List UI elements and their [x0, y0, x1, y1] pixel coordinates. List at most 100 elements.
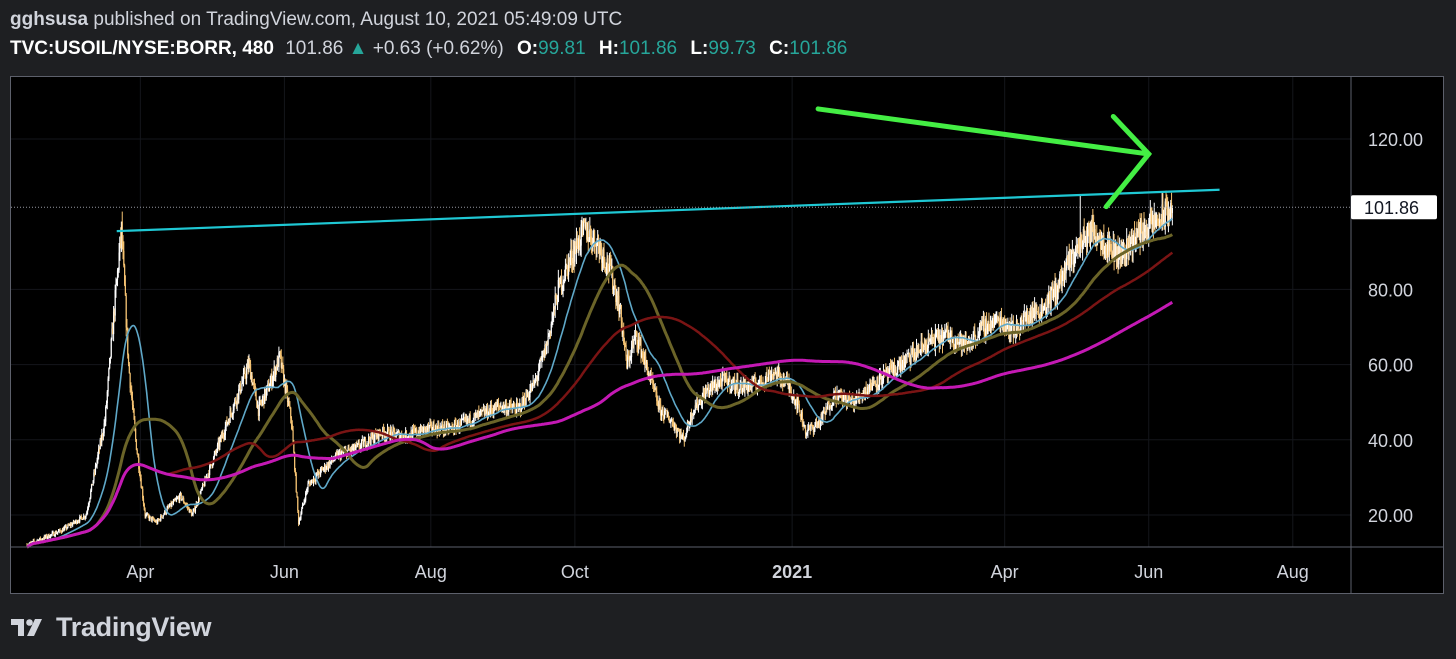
- candle-body: [481, 409, 483, 411]
- candle-body: [841, 395, 844, 402]
- candle-body: [918, 349, 920, 351]
- candle-body: [498, 405, 500, 407]
- candle-body: [294, 452, 296, 471]
- candle-body: [164, 510, 166, 515]
- candle-body: [561, 287, 563, 291]
- candle-body: [214, 450, 216, 455]
- candle-body: [68, 524, 70, 526]
- candle-body: [738, 392, 740, 394]
- candle-body: [907, 352, 909, 354]
- candle-body: [384, 435, 386, 438]
- candle-body: [952, 339, 955, 346]
- candle-body: [307, 483, 309, 490]
- candle-body: [1003, 321, 1005, 325]
- candle-body: [64, 525, 67, 527]
- candle-body: [220, 435, 222, 440]
- candle-body: [1135, 232, 1137, 245]
- candle-body: [280, 355, 282, 368]
- candle-body: [193, 508, 195, 512]
- candle-body: [269, 382, 271, 389]
- candle-body: [951, 330, 953, 343]
- price-chart[interactable]: 20.00 40.00 60.00 80.00 120.00 101.86 Apr Jun Au…: [11, 77, 1443, 593]
- candle-body: [743, 380, 745, 391]
- candle-body: [889, 365, 892, 368]
- candle-body: [391, 432, 393, 438]
- candle-body: [948, 338, 951, 342]
- candle-body: [761, 382, 763, 386]
- candle-body: [440, 427, 442, 429]
- candle-body: [1111, 256, 1114, 260]
- candle-body: [507, 408, 509, 412]
- candle-body: [577, 245, 579, 252]
- candle-body: [869, 379, 871, 388]
- candle-body: [811, 424, 813, 426]
- candle-body: [704, 393, 706, 401]
- candle-body: [1163, 212, 1165, 223]
- candle-body: [893, 362, 895, 373]
- candle-body: [493, 410, 495, 415]
- candle-body: [696, 398, 698, 409]
- candle-body: [456, 422, 459, 427]
- candle-body: [616, 297, 618, 309]
- author-name[interactable]: gghsusa: [10, 9, 89, 30]
- candle-body: [131, 390, 133, 398]
- candle-body: [491, 410, 493, 412]
- candle-body: [64, 526, 66, 529]
- candle-body: [587, 231, 589, 242]
- candle-body: [1137, 231, 1139, 234]
- candle-body: [1010, 325, 1012, 336]
- candle-body: [769, 373, 771, 381]
- candle-body: [848, 394, 850, 397]
- footer-brand: TradingView: [10, 612, 212, 643]
- candle-body: [900, 362, 903, 369]
- candle-body: [317, 471, 319, 475]
- candle-body: [497, 403, 499, 406]
- candle-body: [870, 379, 872, 390]
- candle-body: [135, 428, 137, 440]
- candle-body: [423, 426, 426, 428]
- candle-body: [981, 320, 983, 324]
- candle-body: [262, 396, 264, 400]
- candle-body: [1159, 219, 1161, 223]
- candle-body: [327, 464, 329, 469]
- candle-body: [922, 343, 924, 347]
- candle-body: [495, 403, 497, 411]
- candle-body: [534, 378, 537, 381]
- candle-body: [50, 534, 53, 536]
- candle-body: [172, 501, 175, 504]
- candle-body: [258, 401, 260, 416]
- candle-body: [382, 427, 385, 432]
- candle-body: [663, 416, 665, 418]
- candle-body: [1111, 249, 1113, 257]
- candle-body: [579, 245, 581, 247]
- candle-body: [218, 441, 220, 447]
- candle-body: [1154, 214, 1156, 227]
- candle-body: [705, 389, 707, 393]
- candle-body: [928, 337, 930, 342]
- candle-body: [310, 481, 312, 485]
- candle-body: [1116, 246, 1118, 260]
- candle-body: [357, 443, 360, 445]
- candle-body: [880, 372, 882, 385]
- candle-body: [1077, 238, 1079, 249]
- candle-body: [724, 373, 726, 381]
- candle-body: [1048, 293, 1050, 305]
- candle-body: [46, 535, 48, 538]
- candle-body: [512, 405, 515, 408]
- chart-panel[interactable]: 20.00 40.00 60.00 80.00 120.00 101.86 Apr Jun Au…: [10, 76, 1444, 594]
- candle-body: [590, 236, 593, 246]
- candle-body: [608, 268, 610, 273]
- candle-body: [519, 404, 521, 406]
- candle-body: [121, 221, 123, 245]
- candle-body: [737, 379, 739, 394]
- candle-body: [320, 468, 322, 475]
- candle-body: [527, 394, 529, 398]
- candle-body: [490, 404, 492, 413]
- candle-body: [190, 509, 192, 512]
- candle-body: [901, 364, 903, 369]
- candle-body: [84, 516, 86, 518]
- candle-body: [956, 339, 959, 344]
- candle-body: [1026, 310, 1028, 320]
- candle-body: [333, 460, 335, 462]
- candle-body: [516, 403, 518, 415]
